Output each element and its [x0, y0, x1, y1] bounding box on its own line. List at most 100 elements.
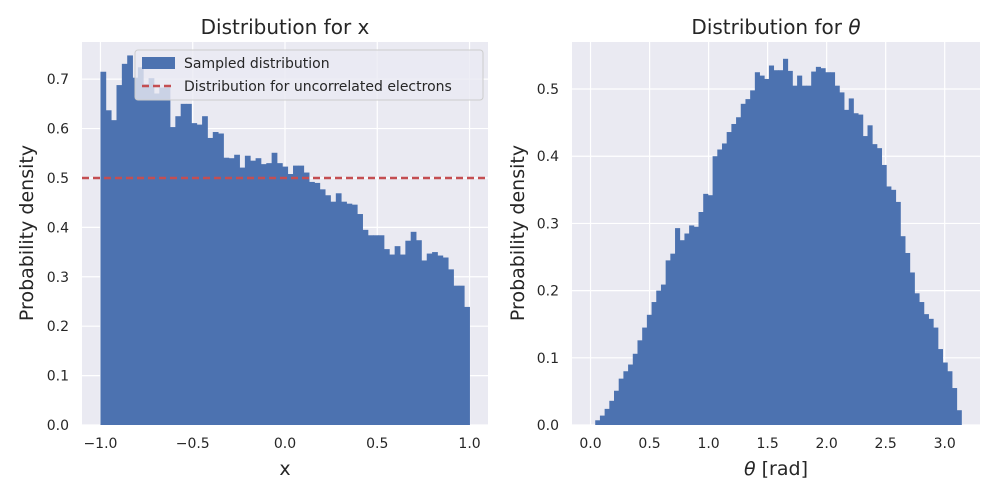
- x-tick-label: 0.5: [638, 436, 660, 452]
- histogram-bar: [717, 149, 723, 425]
- x-tick-label: 0.0: [274, 436, 296, 452]
- y-tick-label: 0.6: [47, 122, 69, 138]
- histogram-bar: [282, 166, 289, 425]
- histogram-bar: [919, 302, 925, 425]
- histogram-bar: [604, 408, 610, 425]
- histogram-bar: [389, 254, 396, 425]
- y-tick-label: 0.0: [537, 418, 559, 434]
- y-tick-label: 0.4: [537, 149, 559, 165]
- histogram-bar: [458, 285, 465, 425]
- histogram-bar: [693, 226, 699, 425]
- histogram-bar: [293, 165, 299, 425]
- histogram-bar: [670, 253, 676, 425]
- histogram-bar: [773, 70, 779, 425]
- histogram-bar: [947, 371, 953, 425]
- histogram-bar: [726, 132, 732, 426]
- histogram-bar: [164, 87, 171, 425]
- histogram-bar: [127, 55, 133, 425]
- histogram-bar: [266, 163, 273, 425]
- histogram-bar: [923, 314, 929, 425]
- histogram-bar: [895, 201, 901, 425]
- histogram-bar: [426, 253, 433, 425]
- histogram-bar: [175, 116, 182, 426]
- histogram-bar: [228, 158, 235, 425]
- histogram-bar: [928, 318, 934, 425]
- x-axis-ticks: −1.0 −0.5 0.0 0.5 1.0: [83, 436, 480, 452]
- histogram-bar: [595, 420, 601, 425]
- histogram-bar: [811, 71, 817, 425]
- histogram-bar: [335, 193, 342, 425]
- histogram-bar: [712, 156, 718, 425]
- histogram-bar: [872, 144, 878, 425]
- histogram-bar: [260, 164, 267, 426]
- x-tick-label: 1.5: [756, 436, 778, 452]
- histogram-bar: [383, 249, 390, 425]
- histogram-bar: [637, 340, 643, 425]
- histogram-bar: [207, 137, 214, 425]
- histogram-bar: [750, 90, 756, 426]
- histogram-bar: [660, 284, 667, 425]
- histogram-bar: [116, 85, 123, 426]
- histogram-bar: [405, 240, 412, 425]
- histogram-bar: [731, 123, 737, 426]
- x-axis-title: x: [279, 458, 290, 480]
- histogram-bar: [797, 75, 803, 425]
- histogram-bar: [276, 163, 283, 425]
- histogram-bar: [942, 362, 948, 425]
- x-tick-label: 2.0: [816, 436, 838, 452]
- theta-x-axis-ticks: 0.0 0.5 1.0 1.5 2.0 2.5 3.0: [579, 436, 955, 452]
- histogram-bar: [250, 160, 256, 425]
- histogram-bar: [298, 165, 305, 425]
- histogram-bar: [464, 306, 470, 425]
- histogram-bar: [886, 186, 892, 425]
- histogram-bar: [351, 204, 358, 425]
- histogram-bar: [707, 195, 713, 425]
- histogram-bar: [421, 260, 428, 425]
- histogram-bar: [862, 136, 868, 425]
- theta-x-axis-title: θ [rad]: [744, 458, 808, 480]
- histogram-bar: [867, 125, 873, 425]
- y-tick-label: 0.5: [537, 82, 559, 98]
- histogram-bar: [202, 116, 208, 426]
- histogram-bar: [132, 77, 139, 425]
- histogram-bar: [689, 225, 695, 425]
- histogram-bar: [778, 70, 784, 425]
- x-histogram-bars: [100, 55, 470, 426]
- histogram-bar: [881, 164, 887, 425]
- histogram-bar: [721, 143, 728, 425]
- histogram-bar: [952, 388, 958, 425]
- histogram-bar: [792, 85, 798, 425]
- histogram-bar: [325, 195, 331, 425]
- histogram-bar: [614, 390, 620, 425]
- y-tick-label: 0.0: [47, 418, 69, 434]
- histogram-bar: [844, 109, 850, 425]
- theta-chart-title: Distribution for θ: [691, 15, 860, 39]
- histogram-bar: [314, 182, 321, 425]
- legend-label-uncorrelated: Distribution for uncorrelated electrons: [184, 79, 452, 95]
- x-tick-label: −1.0: [83, 436, 117, 452]
- histogram-bar: [218, 133, 224, 425]
- y-tick-label: 0.4: [47, 220, 69, 236]
- x-y-axis-title: Probability density: [16, 145, 38, 321]
- histogram-bar: [143, 84, 149, 426]
- histogram-bar: [628, 364, 634, 425]
- histogram-bar: [105, 110, 112, 425]
- histogram-bar: [394, 246, 401, 425]
- histogram-bar: [801, 85, 807, 425]
- histogram-bar: [100, 71, 107, 426]
- histogram-bar: [346, 203, 353, 425]
- histogram-bar: [665, 260, 671, 425]
- histogram-bar: [196, 124, 203, 425]
- histogram-bar: [212, 132, 219, 425]
- histogram-bar: [768, 65, 775, 425]
- histogram-bar: [378, 235, 385, 425]
- histogram-bar: [137, 67, 144, 426]
- histogram-bar: [876, 148, 883, 425]
- histogram-bar: [239, 167, 246, 425]
- y-tick-label: 0.5: [47, 171, 69, 187]
- histogram-bar: [599, 415, 606, 425]
- y-tick-label: 0.1: [537, 351, 559, 367]
- histogram-bar: [740, 103, 746, 426]
- histogram-bar: [148, 78, 155, 425]
